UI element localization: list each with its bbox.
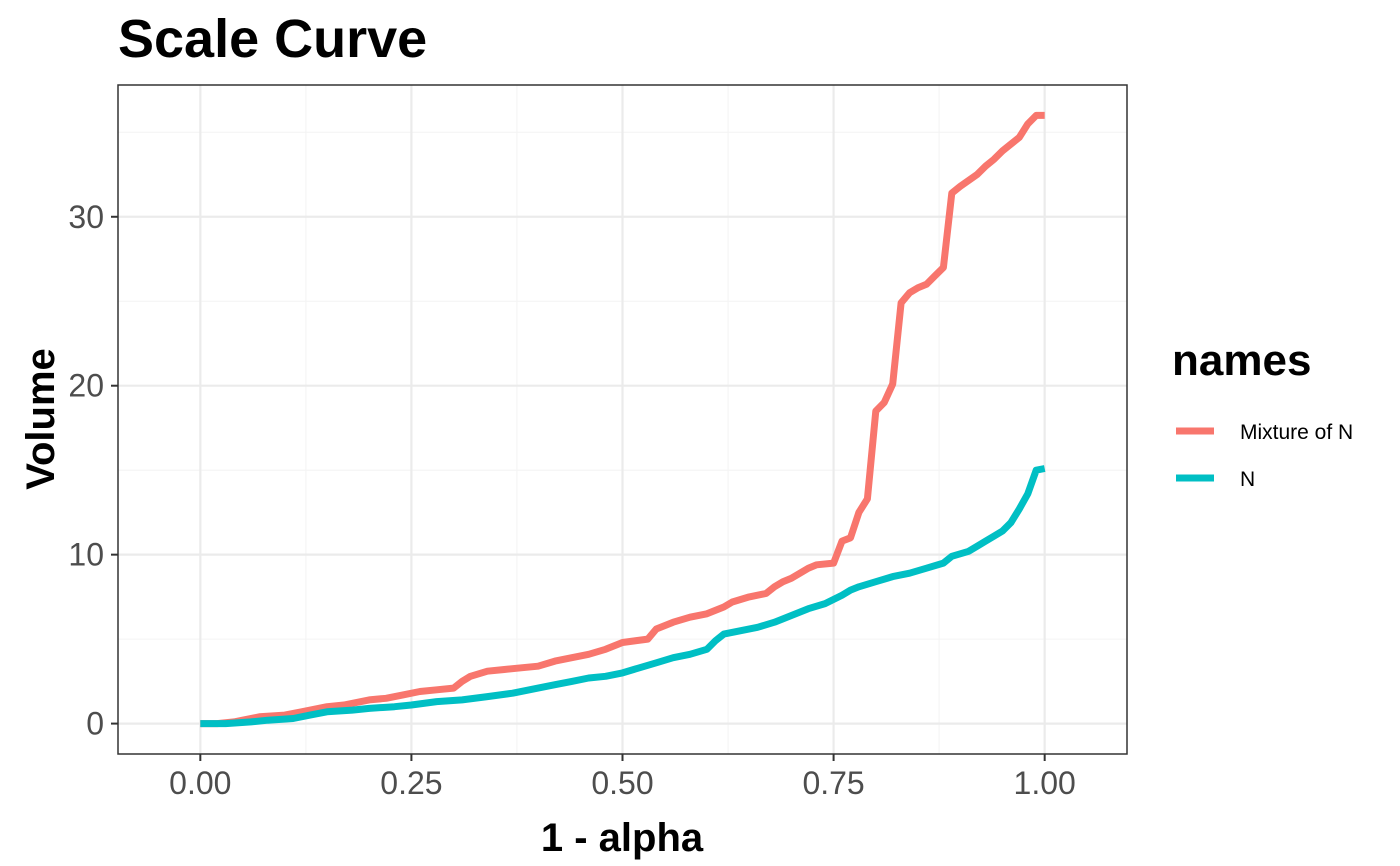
y-tick-label: 30 (68, 199, 104, 235)
x-tick-label: 1.00 (1014, 765, 1076, 801)
x-tick-label: 0.75 (802, 765, 864, 801)
x-tick-label: 0.00 (169, 765, 231, 801)
x-tick-label: 0.25 (380, 765, 442, 801)
chart-title: Scale Curve (118, 9, 427, 69)
axes: 0.00 0.25 0.50 0.75 1.00 0 10 20 30 (68, 199, 1075, 801)
y-axis-title: Volume (19, 348, 63, 490)
legend: names Mixture of N N (1172, 336, 1353, 491)
y-tick-label: 0 (86, 706, 104, 742)
x-tick-label: 0.50 (591, 765, 653, 801)
legend-label: N (1240, 468, 1255, 491)
series-layer (200, 111, 1046, 728)
x-axis-title: 1 - alpha (541, 816, 704, 860)
legend-title: names (1172, 336, 1311, 385)
series-line-2 (200, 465, 1046, 728)
series-line-1 (200, 111, 1045, 728)
y-tick-label: 20 (68, 368, 104, 404)
legend-label: Mixture of N (1240, 421, 1353, 444)
y-tick-label: 10 (68, 537, 104, 573)
